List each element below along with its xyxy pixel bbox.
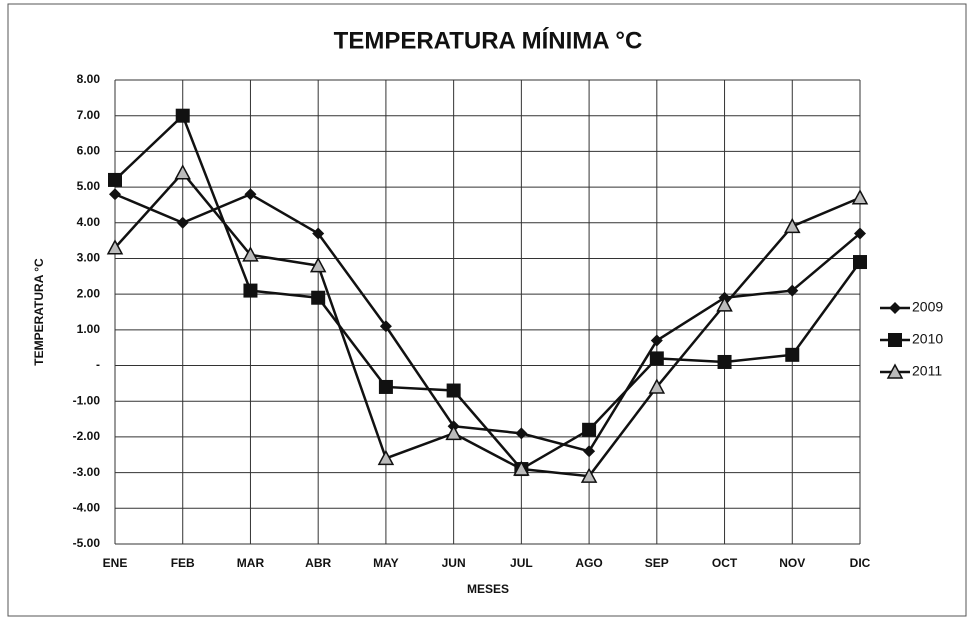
chart-frame	[7, 3, 967, 617]
y-axis-label: TEMPERATURA °C	[32, 258, 46, 366]
marker	[108, 172, 122, 187]
y-tick-label: 5.00	[77, 179, 101, 193]
marker	[854, 227, 866, 240]
marker	[888, 333, 902, 347]
x-tick-label: JUL	[510, 556, 533, 570]
marker	[583, 445, 596, 458]
marker	[309, 257, 327, 273]
marker	[649, 351, 664, 366]
marker	[379, 320, 392, 333]
x-tick-label: AGO	[575, 556, 602, 570]
legend-label: 2011	[912, 363, 942, 379]
series-line	[114, 113, 862, 471]
marker	[446, 383, 461, 398]
marker	[312, 227, 325, 240]
marker	[106, 239, 124, 255]
marker	[648, 378, 666, 394]
marker	[853, 255, 867, 270]
legend-label: 2010	[912, 331, 943, 347]
y-tick-label: 3.00	[77, 251, 101, 265]
y-tick-label: -3.00	[73, 465, 101, 479]
marker	[513, 460, 530, 476]
marker	[242, 246, 259, 262]
marker	[445, 424, 462, 441]
legend-label: 2009	[912, 299, 943, 315]
marker	[716, 296, 733, 312]
y-tick-label: -4.00	[73, 500, 101, 514]
y-tick-label: 4.00	[77, 215, 101, 229]
y-tick-label: 1.00	[77, 322, 101, 336]
y-tick-label: 7.00	[77, 108, 101, 122]
x-tick-label: ABR	[305, 556, 331, 570]
x-tick-label: ENE	[103, 556, 128, 570]
y-tick-label: -2.00	[73, 429, 101, 443]
x-tick-label: MAY	[373, 556, 399, 570]
marker	[109, 188, 121, 201]
marker	[650, 334, 663, 347]
x-tick-label: OCT	[712, 556, 738, 570]
marker	[243, 283, 258, 298]
marker	[851, 189, 869, 205]
marker	[785, 347, 800, 362]
y-tick-label: 2.00	[77, 286, 101, 300]
y-tick-label: -	[96, 358, 100, 372]
marker	[784, 217, 801, 234]
marker	[582, 422, 597, 437]
marker	[311, 290, 326, 305]
marker	[515, 427, 528, 440]
y-tick-label: -5.00	[73, 536, 101, 550]
y-tick-label: -1.00	[73, 393, 101, 407]
x-tick-label: MAR	[237, 556, 265, 570]
marker	[174, 164, 191, 180]
x-tick-label: SEP	[645, 556, 669, 570]
y-tick-label: 6.00	[77, 144, 101, 158]
x-tick-label: DIC	[850, 556, 871, 570]
marker	[717, 354, 732, 369]
marker	[889, 302, 901, 314]
marker	[378, 379, 393, 394]
marker	[580, 467, 598, 483]
marker	[175, 108, 190, 123]
series-line	[114, 170, 861, 478]
x-tick-label: NOV	[779, 556, 805, 570]
marker	[244, 188, 257, 201]
marker	[786, 284, 799, 297]
y-tick-label: 8.00	[77, 72, 101, 86]
chart-title: TEMPERATURA MÍNIMA °C	[334, 26, 643, 54]
x-tick-label: FEB	[171, 556, 195, 570]
marker	[886, 363, 904, 379]
marker	[377, 449, 395, 466]
marker	[176, 216, 189, 229]
x-tick-label: JUN	[442, 556, 466, 570]
x-axis-label: MESES	[467, 582, 509, 596]
